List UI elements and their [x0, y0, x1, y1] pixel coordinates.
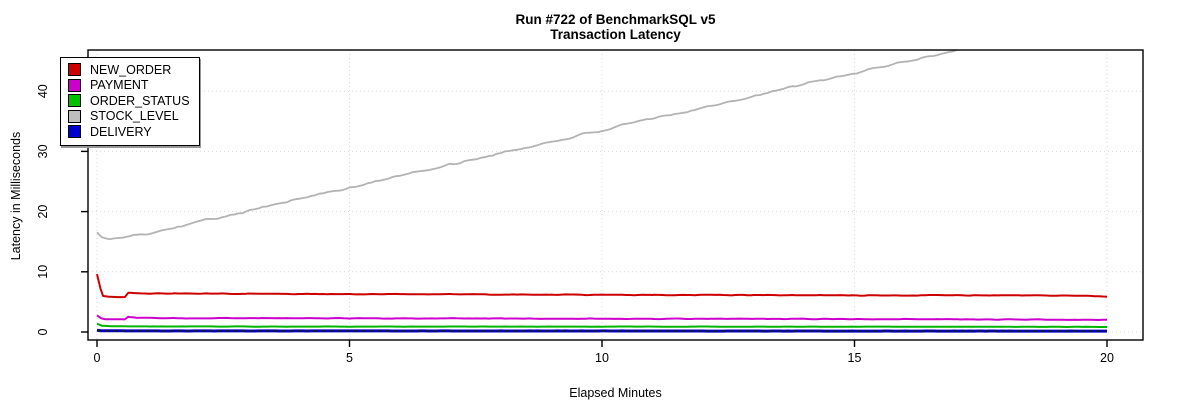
chart-title-line2: Transaction Latency [550, 27, 681, 42]
legend-item-payment: PAYMENT [68, 78, 190, 94]
x-tick-label: 15 [848, 351, 862, 365]
series-line-stock_level [96, 50, 962, 241]
legend-swatch-payment [68, 78, 81, 92]
series-line-order_status [96, 322, 1107, 328]
legend-label: ORDER_STATUS [90, 93, 190, 108]
legend-swatch-stock_level [68, 109, 81, 123]
legend-swatch-delivery [68, 125, 81, 139]
legend-swatch-new_order [68, 63, 81, 77]
x-axis-label: Elapsed Minutes [569, 386, 662, 400]
tick-labels: 0 5 10 15 20 0 10 20 30 40 [36, 84, 1114, 365]
legend-item-delivery: DELIVERY [68, 124, 190, 140]
x-tick-label: 5 [346, 351, 353, 365]
chart-title: Run #722 of BenchmarkSQL v5 Transaction … [88, 12, 1143, 42]
y-tick-label: 40 [36, 84, 50, 98]
tick-marks [81, 90, 1108, 347]
series-line-payment [96, 314, 1108, 321]
x-tick-label: 20 [1100, 351, 1114, 365]
legend-item-order_status: ORDER_STATUS [68, 93, 190, 109]
legend-item-new_order: NEW_ORDER [68, 62, 190, 78]
legend-label: NEW_ORDER [90, 62, 172, 77]
series-line-new_order [96, 273, 1108, 299]
chart-title-line1: Run #722 of BenchmarkSQL v5 [515, 12, 716, 27]
series-line-delivery-dash-overlay [96, 329, 1107, 332]
gridlines [88, 50, 1143, 340]
y-tick-label: 10 [36, 265, 50, 279]
y-tick-label: 30 [36, 144, 50, 158]
series-lines [96, 50, 1108, 333]
y-tick-label: 20 [36, 205, 50, 219]
y-tick-label: 0 [36, 328, 50, 335]
plot-frame [87, 49, 1144, 341]
legend-swatch-order_status [68, 94, 81, 108]
x-tick-label: 0 [94, 351, 101, 365]
x-tick-label: 10 [595, 351, 609, 365]
legend-box: NEW_ORDER PAYMENT ORDER_STATUS STOCK_LEVEL D… [60, 57, 200, 146]
legend-label: STOCK_LEVEL [90, 109, 179, 124]
legend-label: PAYMENT [90, 78, 149, 93]
legend-label: DELIVERY [90, 124, 152, 139]
legend-item-stock_level: STOCK_LEVEL [68, 109, 190, 125]
